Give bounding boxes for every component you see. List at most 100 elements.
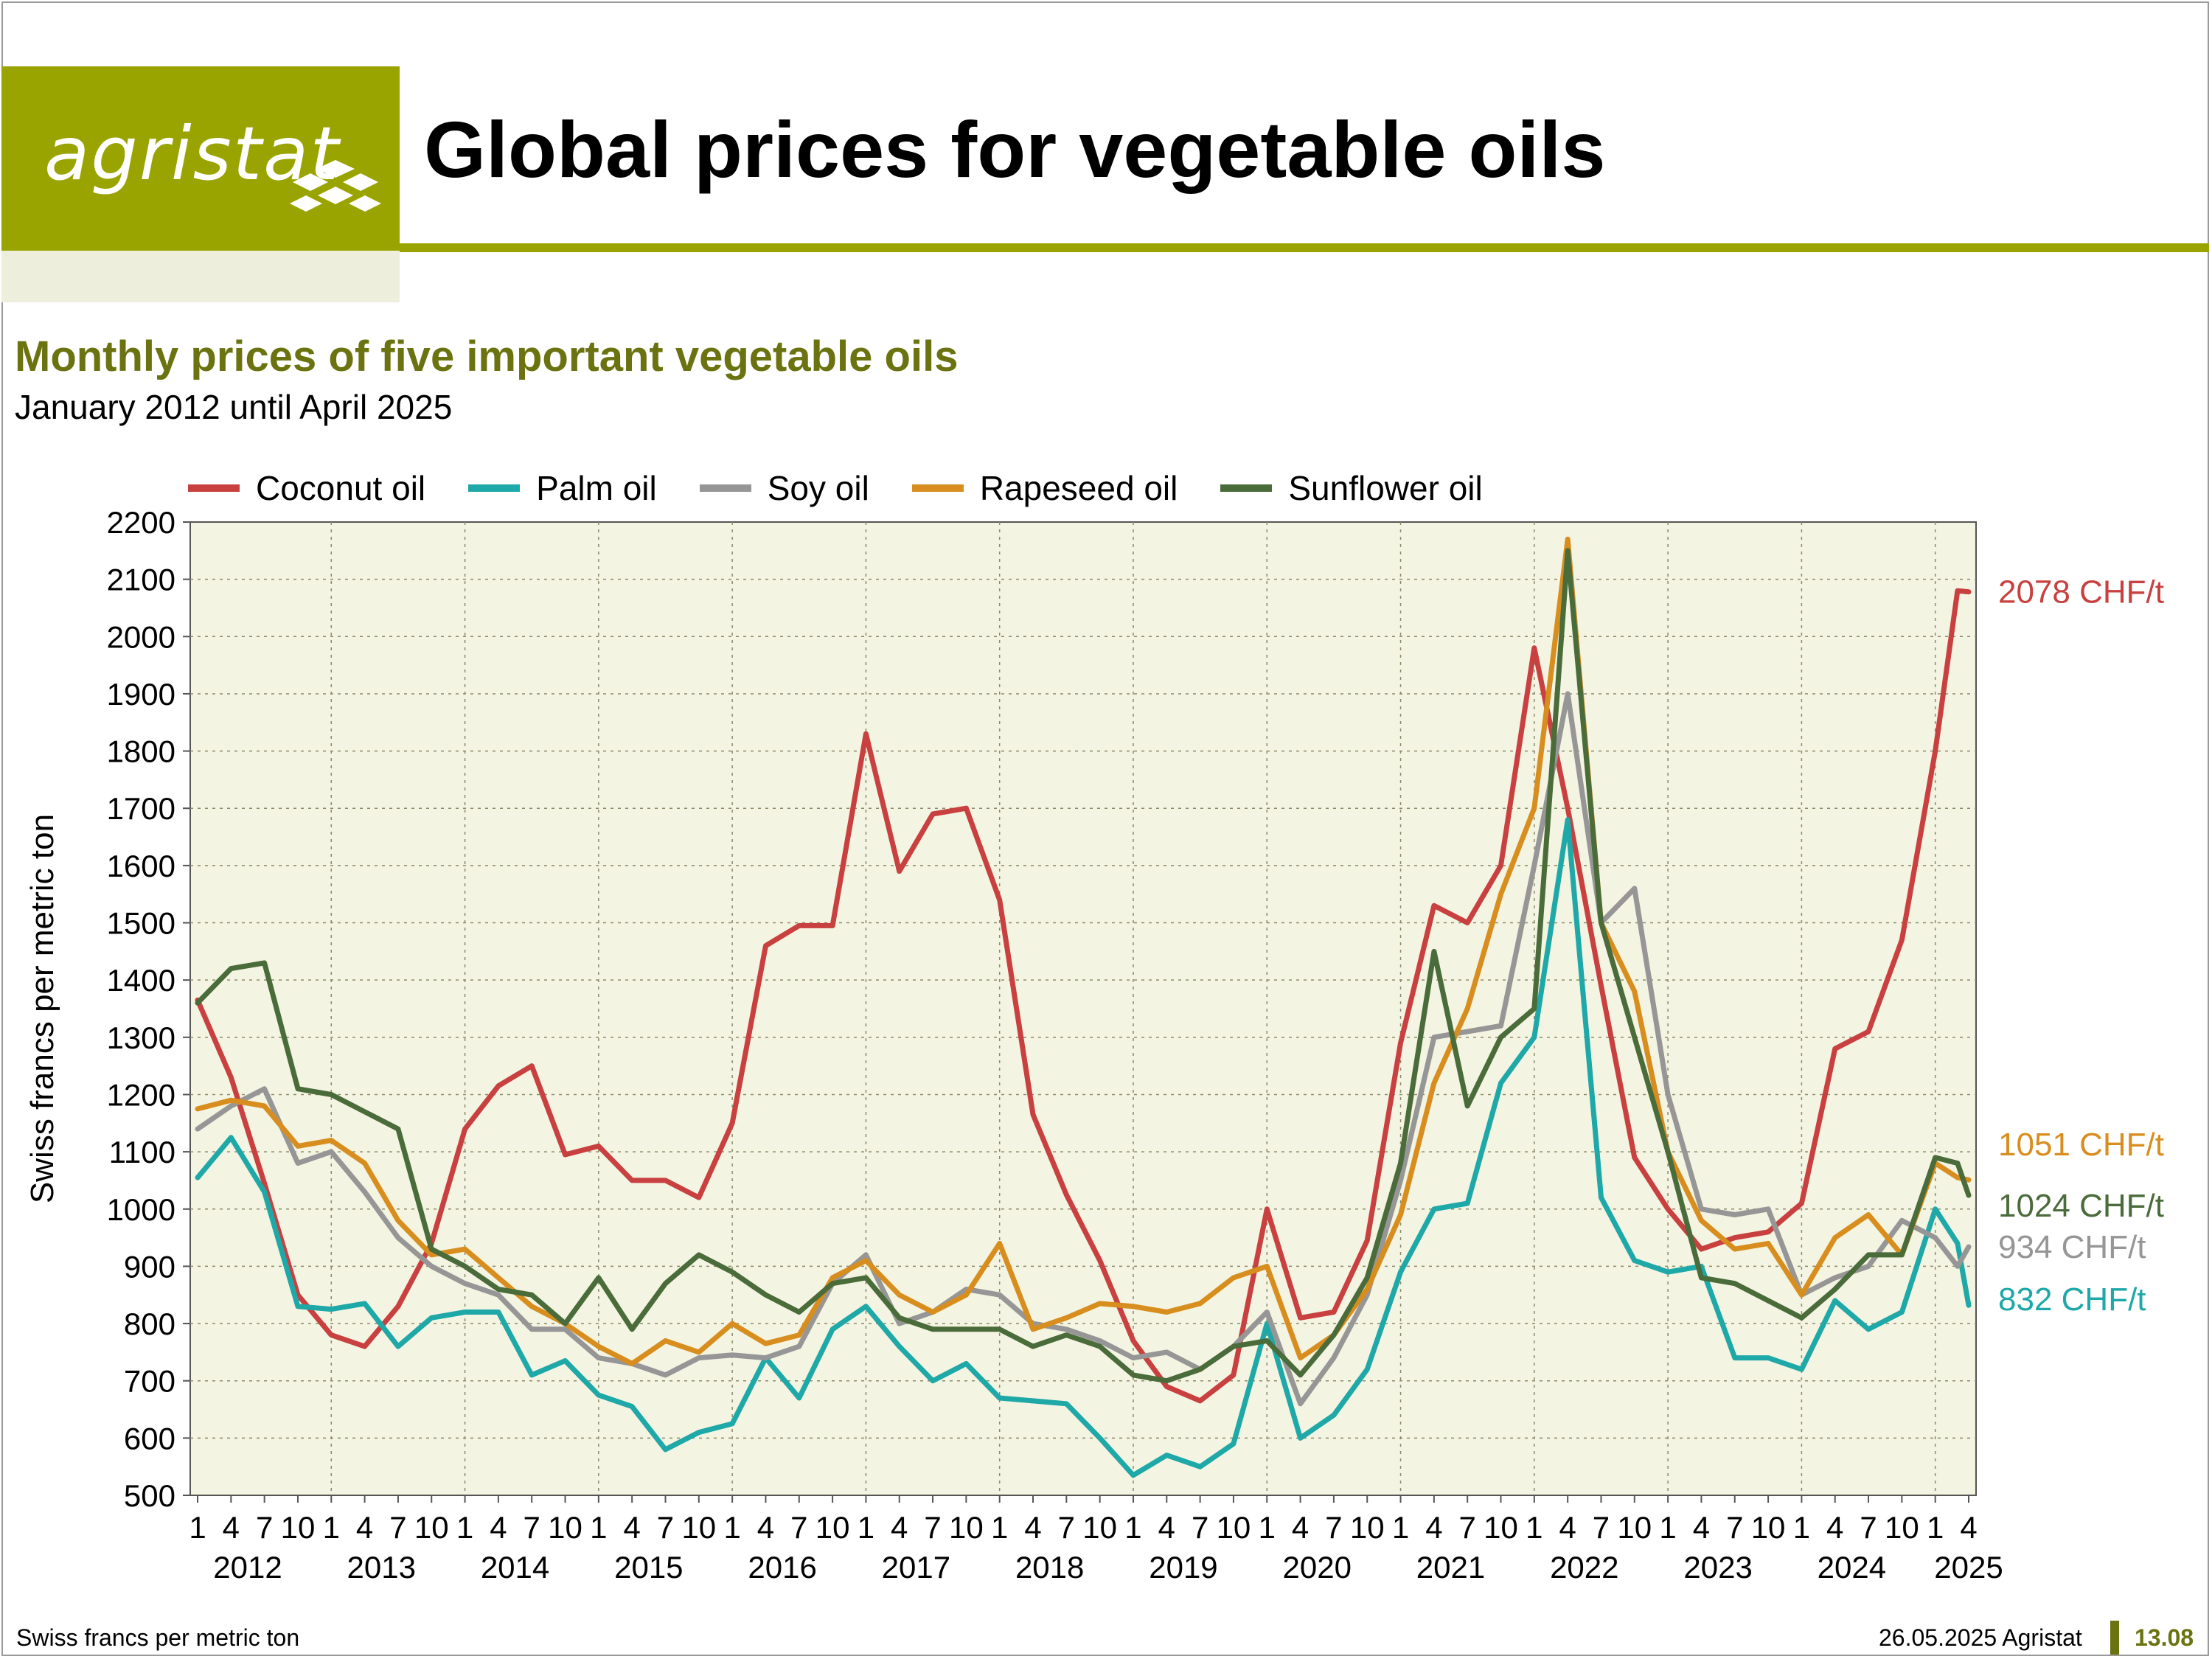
legend-swatch: [468, 484, 521, 492]
legend-label: Soy oil: [767, 469, 869, 507]
series-end-label: 2078 CHF/t: [1998, 574, 2164, 611]
legend-label: Rapeseed oil: [979, 469, 1178, 507]
agristat-logo: [1, 66, 400, 251]
x-month-label: 10: [681, 1510, 716, 1545]
x-year-label: 2013: [347, 1550, 416, 1585]
logo-underlay: [1, 251, 400, 302]
legend-label: Sunflower oil: [1288, 469, 1483, 507]
x-year-label: 2023: [1683, 1550, 1752, 1585]
logo-text: agristat: [44, 111, 341, 197]
series-end-label: 832 CHF/t: [1998, 1281, 2146, 1318]
x-month-label: 4: [1024, 1510, 1041, 1545]
x-month-label: 1: [1793, 1510, 1810, 1545]
x-month-label: 7: [1325, 1510, 1342, 1545]
chart-period: January 2012 until April 2025: [15, 388, 453, 426]
y-tick-label: 800: [124, 1307, 175, 1341]
chart-legend: Coconut oil Palm oil Soy oil Rapeseed oil Su…: [188, 468, 1526, 508]
series-end-label: 1051 CHF/t: [1998, 1127, 2164, 1163]
x-year-label: 2014: [481, 1550, 549, 1585]
page-number: 13.08: [2135, 1624, 2194, 1651]
y-tick-label: 1100: [109, 1135, 175, 1169]
legend-swatch: [1220, 484, 1273, 492]
y-tick-label: 1700: [107, 791, 175, 826]
x-month-label: 10: [1082, 1510, 1117, 1545]
legend-item: Coconut oil: [188, 468, 425, 508]
footer-unit-note: Swiss francs per metric ton: [16, 1624, 300, 1651]
x-month-label: 4: [1158, 1510, 1175, 1545]
x-month-label: 1: [1927, 1510, 1944, 1545]
legend-swatch: [188, 484, 240, 492]
x-month-label: 1: [1526, 1510, 1543, 1545]
x-month-label: 7: [1459, 1510, 1476, 1545]
x-month-label: 1: [1392, 1510, 1409, 1545]
y-tick-label: 700: [124, 1364, 175, 1399]
x-month-label: 4: [1292, 1510, 1309, 1545]
y-tick-label: 2100: [107, 563, 175, 597]
footer-date-source: 26.05.2025 Agristat: [1879, 1624, 2082, 1651]
x-month-label: 1: [590, 1510, 607, 1545]
x-month-label: 1: [456, 1510, 473, 1545]
legend-item: Rapeseed oil: [911, 468, 1178, 508]
legend-swatch: [699, 484, 751, 492]
x-month-label: 7: [1860, 1510, 1877, 1545]
y-tick-label: 1400: [107, 963, 175, 998]
series-line-coconut-oil: [195, 588, 1972, 1404]
y-tick-label: 2200: [107, 505, 175, 540]
x-month-label: 10: [1350, 1510, 1385, 1545]
x-year-label: 2015: [614, 1550, 683, 1585]
chart-subtitle: Monthly prices of five important vegetab…: [15, 333, 959, 380]
y-tick-label: 500: [124, 1478, 175, 1513]
diamond-logo-icon: [290, 160, 381, 212]
series-end-label: 1024 CHF/t: [1998, 1188, 2164, 1224]
series-end-label: 934 CHF/t: [1998, 1229, 2146, 1265]
x-month-label: 4: [1826, 1510, 1843, 1545]
footer-divider: [2110, 1621, 2119, 1655]
x-month-label: 10: [949, 1510, 984, 1545]
x-month-label: 4: [1425, 1510, 1442, 1545]
x-year-label: 2016: [748, 1550, 816, 1585]
x-month-label: 7: [657, 1510, 674, 1545]
x-month-label: 1: [723, 1510, 740, 1545]
legend-item: Sunflower oil: [1220, 468, 1483, 508]
x-year-label: 2017: [882, 1550, 950, 1585]
x-year-label: 2022: [1550, 1550, 1618, 1585]
x-month-label: 10: [1617, 1510, 1652, 1545]
x-year-label: 2012: [213, 1550, 282, 1585]
y-tick-label: 2000: [107, 619, 175, 654]
y-tick-label: 1000: [107, 1192, 175, 1227]
x-month-label: 10: [1885, 1510, 1919, 1545]
x-year-label: 2018: [1015, 1550, 1084, 1585]
x-month-label: 4: [1693, 1510, 1710, 1545]
x-month-label: 1: [189, 1510, 206, 1545]
x-month-label: 1: [858, 1510, 874, 1545]
x-month-label: 10: [815, 1510, 850, 1545]
y-tick-label: 1500: [107, 906, 175, 941]
x-month-label: 7: [389, 1510, 406, 1545]
x-month-label: 10: [281, 1510, 316, 1545]
y-tick-label: 1300: [107, 1020, 175, 1055]
x-year-label: 2024: [1818, 1550, 1886, 1585]
x-month-label: 10: [548, 1510, 582, 1545]
x-month-label: 1: [1259, 1510, 1276, 1545]
x-month-label: 7: [790, 1510, 807, 1545]
x-month-label: 4: [223, 1510, 240, 1545]
y-tick-label: 1900: [107, 677, 175, 712]
x-month-label: 1: [991, 1510, 1008, 1545]
series-line-palm-oil: [195, 817, 1972, 1478]
y-tick-label: 600: [124, 1421, 175, 1455]
y-axis-label: Swiss francs per metric ton: [24, 814, 60, 1203]
x-year-label: 2020: [1283, 1550, 1352, 1585]
x-year-label: 2021: [1416, 1550, 1485, 1585]
x-month-label: 7: [1726, 1510, 1743, 1545]
x-month-label: 1: [323, 1510, 340, 1545]
legend-item: Palm oil: [468, 468, 657, 508]
x-month-label: 7: [256, 1510, 273, 1545]
series-line-rapeseed-oil: [195, 536, 1972, 1366]
x-month-label: 10: [1751, 1510, 1786, 1545]
x-month-label: 4: [1559, 1510, 1576, 1545]
legend-item: Soy oil: [699, 468, 869, 508]
x-year-label: 2019: [1149, 1550, 1217, 1585]
x-month-label: 4: [623, 1510, 640, 1545]
x-month-label: 7: [1192, 1510, 1208, 1545]
